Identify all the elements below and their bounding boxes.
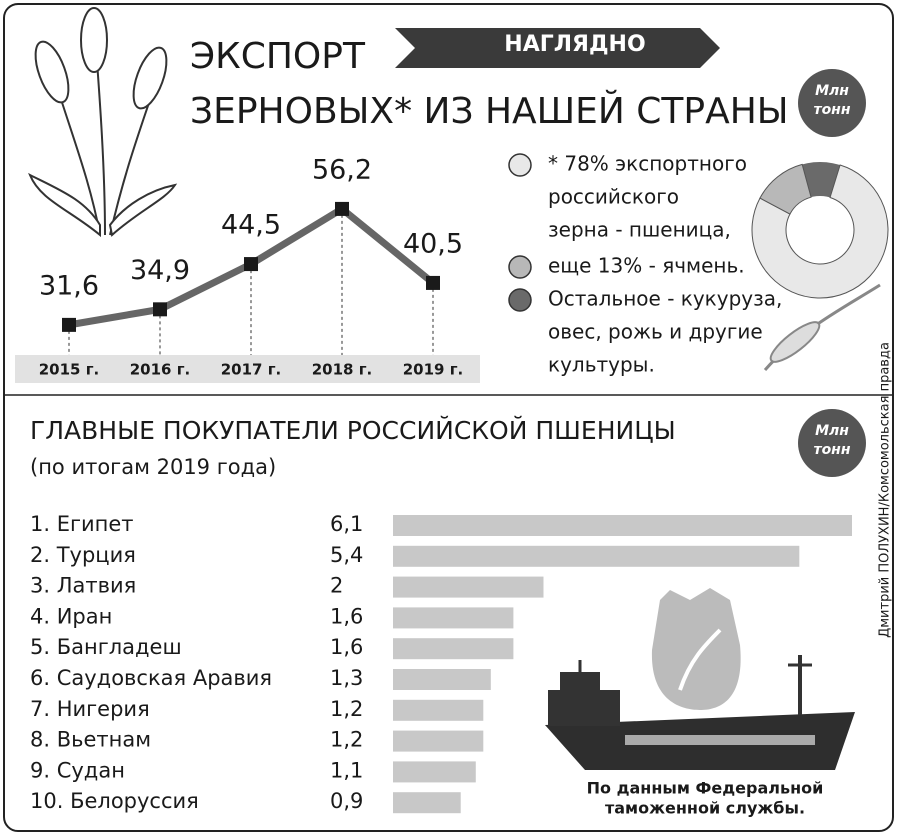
value-label: 31,6 xyxy=(39,270,99,301)
category-label: 4. Иран xyxy=(30,604,112,628)
x-tick-label: 2016 г. xyxy=(130,361,191,379)
bar xyxy=(393,669,491,690)
banner: НАГЛЯДНО xyxy=(504,32,645,57)
value-label: 2 xyxy=(330,574,343,598)
value-label: 1,6 xyxy=(330,604,363,628)
category-label: 10. Белоруссия xyxy=(30,789,199,813)
legend-text: * 78% экспортного xyxy=(548,152,747,176)
legend-text: овес, рожь и другие xyxy=(548,320,763,344)
legend-text: российского xyxy=(548,185,679,209)
source: таможенной службы. xyxy=(605,799,805,818)
badge-text: тонн xyxy=(813,442,850,458)
value-label: 0,9 xyxy=(330,789,363,813)
category-label: 8. Вьетнам xyxy=(30,728,151,752)
value-label: 1,2 xyxy=(330,728,363,752)
badge-text: тонн xyxy=(813,102,850,118)
x-tick-label: 2017 г. xyxy=(221,361,282,379)
badge-text: Млн xyxy=(815,423,849,439)
legend-swatch xyxy=(509,154,531,176)
category-label: 7. Нигерия xyxy=(30,697,150,721)
legend-text: культуры. xyxy=(548,353,655,377)
category-label: 9. Судан xyxy=(30,758,125,782)
category-label: 2. Турция xyxy=(30,543,136,567)
chart-subtitle: (по итогам 2019 года) xyxy=(30,455,276,479)
value-label: 34,9 xyxy=(130,255,190,286)
legend-text: Остальное - кукуруза, xyxy=(548,287,782,311)
value-label: 6,1 xyxy=(330,512,363,536)
legend-text: зерна - пшеница, xyxy=(548,218,731,242)
infographic: НАГЛЯДНО Млн тонн Млн тонн По данным Фед… xyxy=(0,0,897,835)
point xyxy=(426,276,440,290)
bar xyxy=(393,515,852,536)
value-label: 1,1 xyxy=(330,758,363,782)
bar xyxy=(393,792,461,813)
bar xyxy=(393,607,513,628)
badge-text: Млн xyxy=(815,83,849,99)
bar xyxy=(393,700,483,721)
legend-swatch xyxy=(509,289,531,311)
value-label: 1,3 xyxy=(330,666,363,690)
value-label: 56,2 xyxy=(312,154,372,185)
source: По данным Федеральной xyxy=(587,779,824,798)
chart-title: ГЛАВНЫЕ ПОКУПАТЕЛИ РОССИЙСКОЙ ПШЕНИЦЫ xyxy=(30,416,676,445)
bar xyxy=(393,546,799,567)
legend-swatch xyxy=(509,256,531,278)
category-label: 6. Саудовская Аравия xyxy=(30,666,272,690)
x-tick-label: 2019 г. xyxy=(403,361,464,379)
value-label: 44,5 xyxy=(221,210,281,241)
value-label: 5,4 xyxy=(330,543,363,567)
bar xyxy=(393,731,483,752)
chart-title: ЭКСПОРТ xyxy=(190,36,366,77)
bar xyxy=(393,761,476,782)
legend-text: еще 13% - ячмень. xyxy=(548,254,745,278)
chart-title: ЗЕРНОВЫХ* ИЗ НАШЕЙ СТРАНЫ xyxy=(190,90,789,132)
category-label: 1. Египет xyxy=(30,512,134,536)
point xyxy=(153,302,167,316)
credit: Дмитрий ПОЛУХИН/Комсомольская правда xyxy=(878,342,893,638)
value-label: 1,6 xyxy=(330,635,363,659)
category-label: 5. Бангладеш xyxy=(30,635,182,659)
category-label: 3. Латвия xyxy=(30,574,136,598)
x-tick-label: 2018 г. xyxy=(312,361,373,379)
x-tick-label: 2015 г. xyxy=(39,361,100,379)
bar xyxy=(393,577,543,598)
value-label: 40,5 xyxy=(403,228,463,259)
point xyxy=(244,257,258,271)
point xyxy=(335,202,349,216)
value-label: 1,2 xyxy=(330,697,363,721)
point xyxy=(62,318,76,332)
bar xyxy=(393,638,513,659)
